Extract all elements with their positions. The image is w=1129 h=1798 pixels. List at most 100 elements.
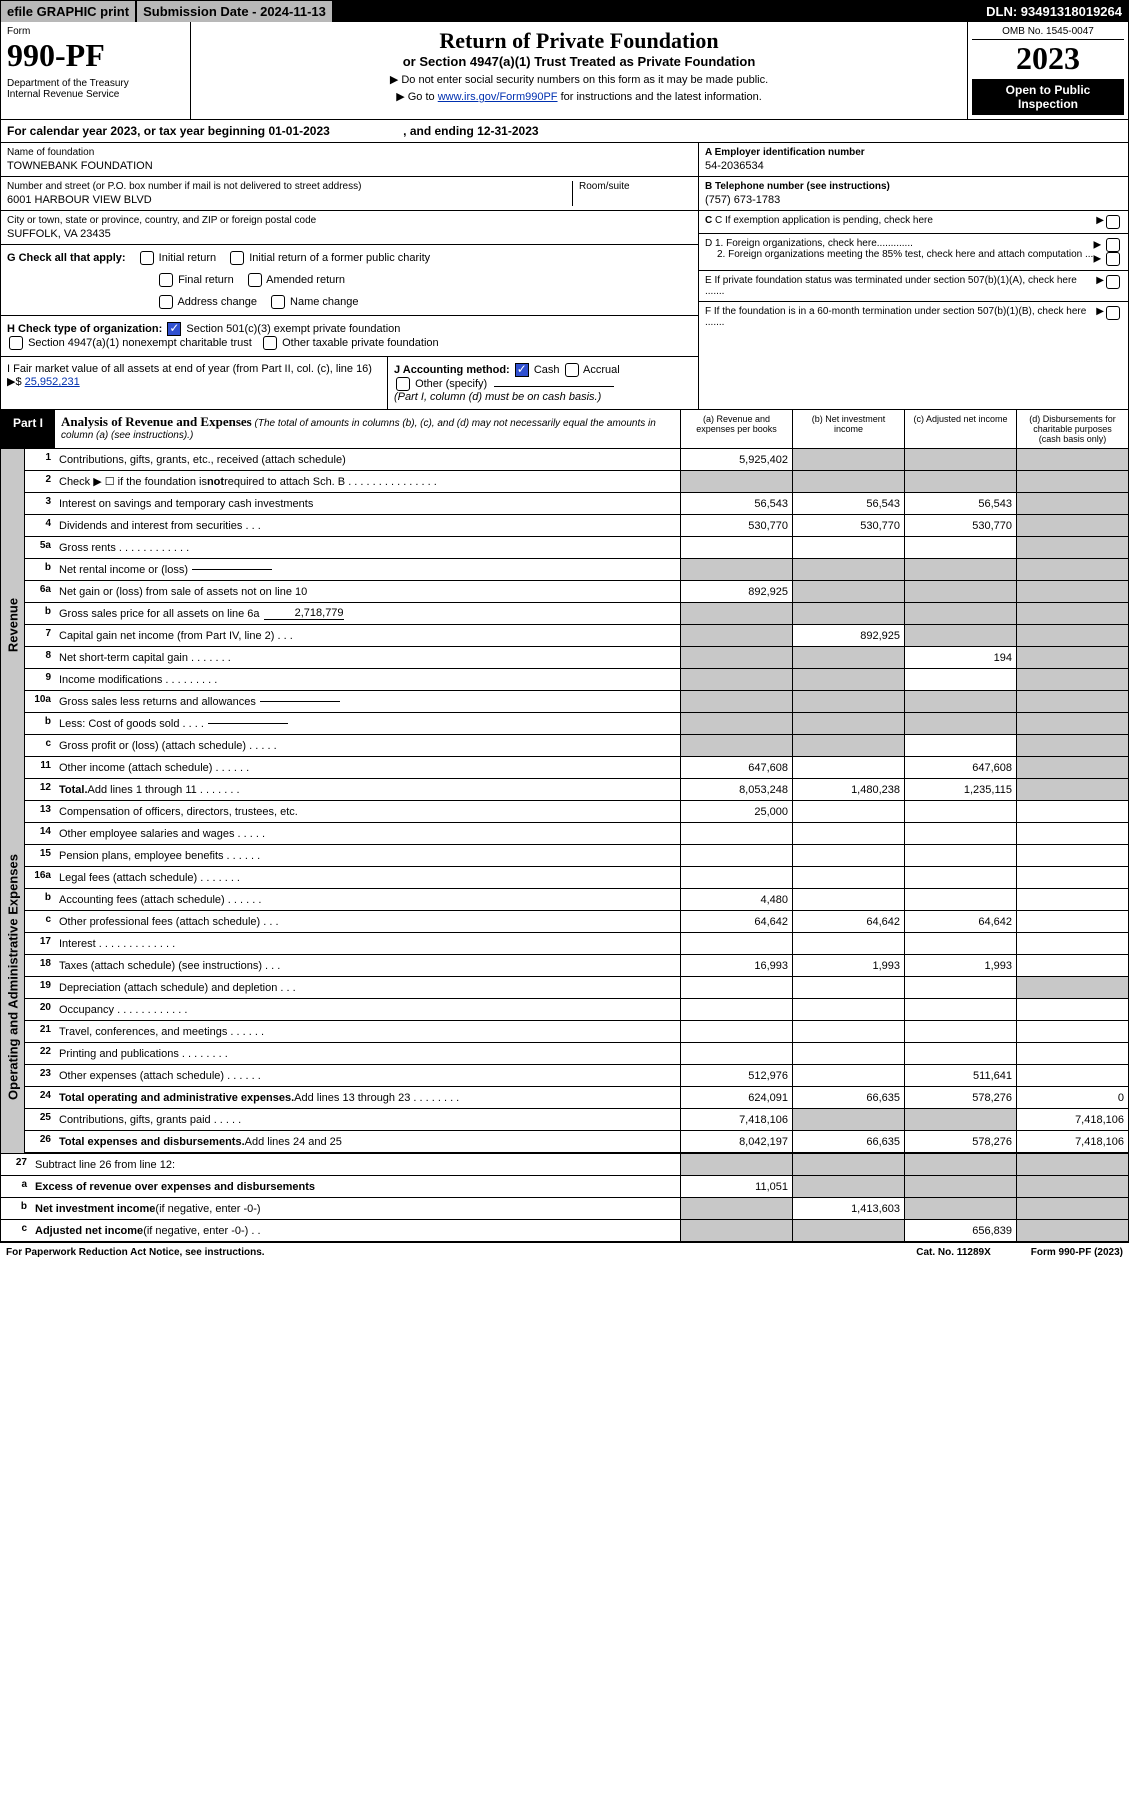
line-description: Contributions, gifts, grants paid . . . … <box>57 1109 680 1130</box>
h-label: H Check type of organization: <box>7 323 162 335</box>
table-row: 5aGross rents . . . . . . . . . . . . <box>25 537 1128 559</box>
h-opt2: Section 4947(a)(1) nonexempt charitable … <box>28 337 252 349</box>
cell-d <box>1016 625 1128 646</box>
cell-b: 1,480,238 <box>792 779 904 800</box>
table-row: 22Printing and publications . . . . . . … <box>25 1043 1128 1065</box>
foundation-name: TOWNEBANK FOUNDATION <box>7 160 692 172</box>
line-number: 12 <box>25 779 57 800</box>
cell-c: 1,235,115 <box>904 779 1016 800</box>
line-description: Total. Add lines 1 through 11 . . . . . … <box>57 779 680 800</box>
checkbox-icon[interactable] <box>1106 238 1120 252</box>
checkbox-icon[interactable] <box>140 251 154 265</box>
instruction-2: ▶ Go to www.irs.gov/Form990PF for instru… <box>197 90 961 103</box>
checkbox-checked-icon[interactable] <box>167 322 181 336</box>
table-row: 4Dividends and interest from securities … <box>25 515 1128 537</box>
room-label: Room/suite <box>579 181 692 192</box>
cell-d <box>1016 559 1128 580</box>
line-number: 6a <box>25 581 57 602</box>
line-description: Capital gain net income (from Part IV, l… <box>57 625 680 646</box>
cell-c <box>904 735 1016 756</box>
cell-d <box>1016 999 1128 1020</box>
addr-label: Number and street (or P.O. box number if… <box>7 181 572 192</box>
line-description: Income modifications . . . . . . . . . <box>57 669 680 690</box>
checkbox-icon[interactable] <box>248 273 262 287</box>
checkbox-icon[interactable] <box>230 251 244 265</box>
table-row: aExcess of revenue over expenses and dis… <box>1 1176 1128 1198</box>
checkbox-icon[interactable] <box>9 336 23 350</box>
checkbox-icon[interactable] <box>1106 275 1120 289</box>
cell-a <box>680 559 792 580</box>
cell-c: 647,608 <box>904 757 1016 778</box>
cell-d <box>1016 1065 1128 1086</box>
checkbox-icon[interactable] <box>159 295 173 309</box>
checkbox-icon[interactable] <box>1106 306 1120 320</box>
line-number: 8 <box>25 647 57 668</box>
line-number: c <box>25 735 57 756</box>
checkbox-icon[interactable] <box>271 295 285 309</box>
cell-d <box>1016 1154 1128 1175</box>
part1-title: Analysis of Revenue and Expenses <box>61 414 252 429</box>
h-opt3: Other taxable private foundation <box>282 337 439 349</box>
part1-header: Part I Analysis of Revenue and Expenses … <box>1 410 1128 449</box>
addr-box: Number and street (or P.O. box number if… <box>1 177 698 211</box>
j-label: J Accounting method: <box>394 364 510 376</box>
irs-link[interactable]: www.irs.gov/Form990PF <box>438 91 558 103</box>
cell-d <box>1016 933 1128 954</box>
cell-d <box>1016 977 1128 998</box>
topbar: efile GRAPHIC print Submission Date - 20… <box>1 1 1128 22</box>
city-label: City or town, state or province, country… <box>7 215 692 226</box>
cell-a <box>680 691 792 712</box>
a-label: A Employer identification number <box>705 147 865 158</box>
dln: DLN: 93491318019264 <box>980 1 1128 22</box>
cell-b: 66,635 <box>792 1087 904 1108</box>
table-row: bNet rental income or (loss) <box>25 559 1128 581</box>
cell-c: 578,276 <box>904 1087 1016 1108</box>
line-description: Gross rents . . . . . . . . . . . . <box>57 537 680 558</box>
checkbox-icon[interactable] <box>159 273 173 287</box>
checkbox-icon[interactable] <box>263 336 277 350</box>
line-description: Net investment income (if negative, ente… <box>33 1198 680 1219</box>
cell-d <box>1016 867 1128 888</box>
table-row: cAdjusted net income (if negative, enter… <box>1 1220 1128 1242</box>
line-description: Taxes (attach schedule) (see instruction… <box>57 955 680 976</box>
line-description: Other employee salaries and wages . . . … <box>57 823 680 844</box>
cell-b <box>792 757 904 778</box>
cell-d <box>1016 1176 1128 1197</box>
cell-c <box>904 625 1016 646</box>
form-ref: Form 990-PF (2023) <box>1031 1247 1123 1258</box>
cell-c <box>904 845 1016 866</box>
line-number: 1 <box>25 449 57 470</box>
table-row: 25Contributions, gifts, grants paid . . … <box>25 1109 1128 1131</box>
cell-d <box>1016 757 1128 778</box>
cell-d <box>1016 1220 1128 1241</box>
line-description: Other expenses (attach schedule) . . . .… <box>57 1065 680 1086</box>
table-row: 12Total. Add lines 1 through 11 . . . . … <box>25 779 1128 801</box>
cell-c: 656,839 <box>904 1220 1016 1241</box>
form-label: Form <box>7 26 184 37</box>
table-row: 10aGross sales less returns and allowanc… <box>25 691 1128 713</box>
checkbox-icon[interactable] <box>565 363 579 377</box>
line-description: Legal fees (attach schedule) . . . . . .… <box>57 867 680 888</box>
table-row: 6aNet gain or (loss) from sale of assets… <box>25 581 1128 603</box>
checkbox-icon[interactable] <box>1106 252 1120 266</box>
checkbox-icon[interactable] <box>396 377 410 391</box>
line-number: 18 <box>25 955 57 976</box>
b-label: B Telephone number (see instructions) <box>705 181 890 192</box>
cell-c <box>904 1154 1016 1175</box>
checkbox-checked-icon[interactable] <box>515 363 529 377</box>
instr2-pre: ▶ Go to <box>396 91 437 103</box>
line-number: 22 <box>25 1043 57 1064</box>
line-number: 10a <box>25 691 57 712</box>
calendar-year-row: For calendar year 2023, or tax year begi… <box>1 120 1128 143</box>
cell-b <box>792 801 904 822</box>
g-opt-address: Address change <box>157 295 257 309</box>
h-row: H Check type of organization: Section 50… <box>1 316 698 357</box>
cell-a <box>680 1043 792 1064</box>
checkbox-icon[interactable] <box>1106 215 1120 229</box>
line-number: 25 <box>25 1109 57 1130</box>
fmv-value[interactable]: 25,952,231 <box>25 376 80 388</box>
cell-c <box>904 889 1016 910</box>
line-number: 9 <box>25 669 57 690</box>
g-opt-initial: Initial return <box>138 251 217 265</box>
cell-d <box>1016 1043 1128 1064</box>
